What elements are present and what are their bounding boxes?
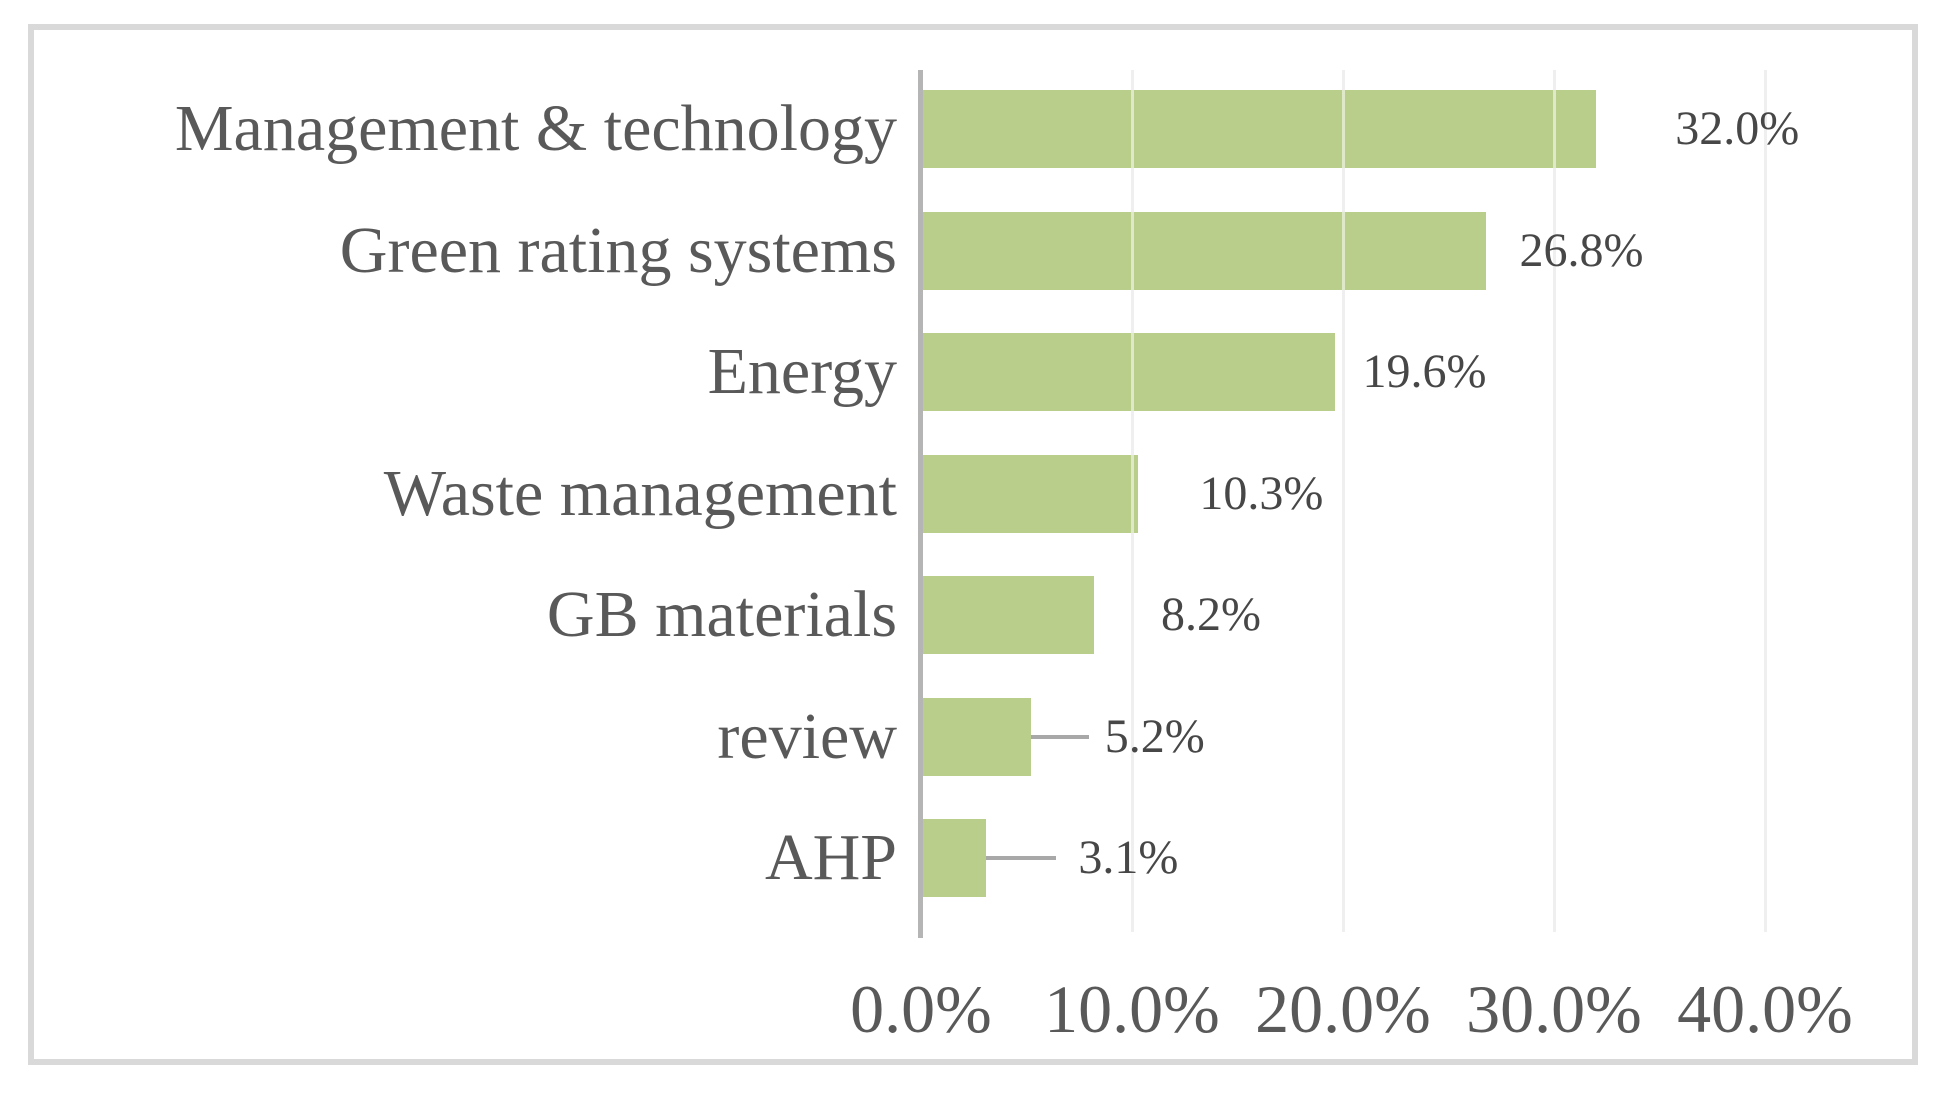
bar (921, 576, 1095, 654)
value-label: 3.1% (1078, 831, 1179, 884)
category-label: Waste management (383, 456, 897, 530)
bar (921, 211, 1487, 290)
x-tick-label: 40.0% (1677, 971, 1853, 1047)
category-label: Green rating systems (339, 213, 897, 287)
value-label: 26.8% (1519, 223, 1644, 277)
value-label: 8.2% (1161, 588, 1261, 641)
category-label: review (717, 699, 897, 773)
category-label: Energy (707, 335, 897, 408)
bar (921, 90, 1597, 168)
x-tick-label: 0.0% (850, 971, 992, 1047)
leader-line (986, 856, 1057, 860)
value-label: 19.6% (1362, 345, 1487, 398)
x-tick-label: 10.0% (1044, 971, 1220, 1047)
bar (921, 454, 1139, 533)
value-label: 5.2% (1104, 709, 1205, 763)
x-tick-label: 20.0% (1255, 971, 1431, 1047)
gridline-overlay (1763, 70, 1767, 932)
category-label: Management & technology (174, 92, 897, 165)
chart-frame (28, 24, 1918, 1065)
leader-line (1030, 734, 1089, 739)
x-axis-line (918, 70, 923, 938)
gridline-overlay (1130, 70, 1134, 932)
value-label: 10.3% (1199, 466, 1324, 520)
gridline-overlay (1341, 70, 1345, 932)
bar (921, 697, 1031, 776)
value-label: 32.0% (1675, 102, 1800, 155)
category-label: GB materials (546, 578, 897, 651)
bar (921, 819, 987, 897)
gridline-overlay (1552, 70, 1556, 932)
bar (921, 333, 1335, 411)
category-label: AHP (764, 821, 897, 894)
x-tick-label: 30.0% (1466, 971, 1642, 1047)
